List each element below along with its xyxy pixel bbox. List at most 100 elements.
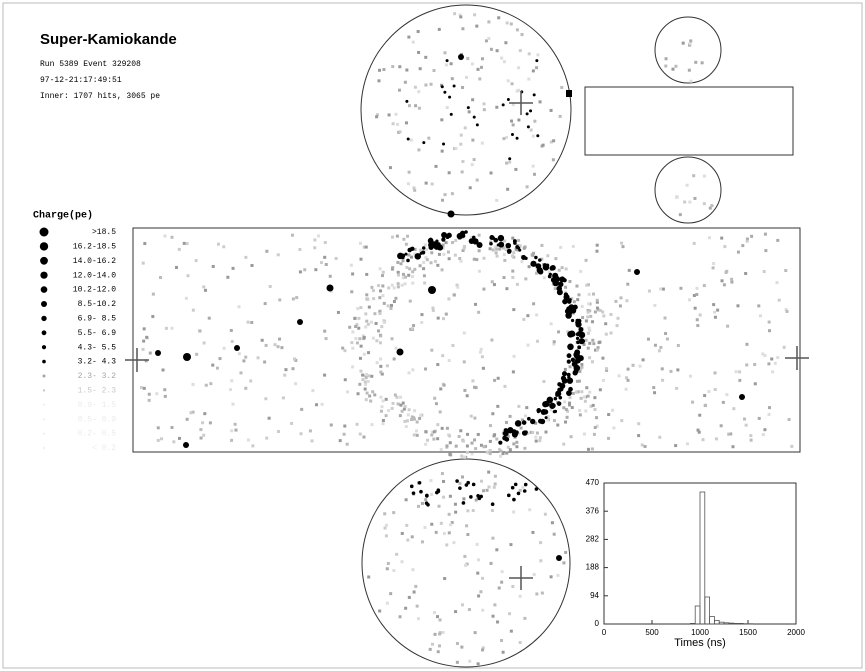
hit [465,524,469,528]
hit [409,484,414,489]
hit [441,231,448,238]
hit [546,254,550,258]
hit [538,100,542,104]
hit [359,369,363,373]
hit [494,251,498,255]
hit [472,257,476,261]
hit [373,393,377,397]
hit [695,292,699,296]
hit [471,235,476,240]
hit [714,437,718,441]
hit [577,379,581,383]
hit [428,244,434,251]
histogram-bar [733,623,739,625]
hit [582,342,586,346]
hit [502,60,506,64]
hit [437,244,444,251]
hit [323,241,327,245]
hit [768,329,772,333]
hit [430,492,434,496]
hit [414,104,418,108]
hit [364,325,368,329]
hit [323,373,327,377]
hit [784,269,788,273]
hit [509,543,513,547]
hit [142,339,146,343]
hit [356,392,360,396]
hit [422,141,426,145]
hit [753,382,757,386]
hit [579,269,583,273]
hit [424,256,428,260]
hit [589,404,593,408]
hit [556,285,563,292]
inner-info: Inner: 1707 hits, 3065 pe [40,92,160,101]
hit [195,352,199,356]
hit [523,245,527,249]
hit [674,444,678,448]
hit [348,325,352,329]
hit [448,452,452,456]
hit [230,379,234,383]
hit [411,40,415,44]
hit [482,445,486,449]
hit [685,442,689,446]
hit [595,249,599,253]
hit [424,430,428,434]
hit [552,340,556,344]
hit [708,206,712,210]
y-tick-label: 282 [586,535,600,544]
legend-label: 8.5-10.2 [78,300,117,309]
hit [392,357,396,361]
hit [377,329,381,333]
hit [626,282,630,286]
hit [411,270,415,274]
hit [381,270,385,274]
hit [470,441,474,445]
hit [412,417,416,421]
hit [493,482,497,486]
hit [582,395,586,399]
hit [230,438,234,442]
hit [543,512,547,516]
legend-swatch [39,242,49,251]
y-tick-label: 470 [586,478,600,487]
hit [457,235,462,240]
hit [365,272,369,276]
hit [315,403,319,407]
hit [503,258,507,262]
hit [526,343,530,347]
hit [151,315,155,319]
hit [447,171,451,175]
hit [432,69,436,73]
hit [508,414,512,418]
legend-swatch [43,403,45,406]
hit [428,286,436,294]
hit [424,55,428,59]
hit [550,277,557,283]
hit [276,345,280,349]
hit [474,302,478,306]
hit [397,253,403,259]
hit [396,348,404,356]
hit [230,429,234,433]
crosses [125,91,809,590]
hit [698,313,702,317]
hit [557,281,564,288]
hit [577,293,581,297]
hit [278,298,282,302]
hit [480,141,484,145]
hit [479,443,483,447]
hit [761,352,765,356]
hit [263,302,267,306]
hit [770,357,774,361]
hit [475,178,479,182]
hit [417,106,421,110]
hit [584,409,588,413]
hit [413,188,417,192]
hit [409,255,413,259]
hit [500,580,504,584]
x-tick-label: 1500 [739,628,757,637]
hit [538,439,542,443]
hit [462,246,466,250]
